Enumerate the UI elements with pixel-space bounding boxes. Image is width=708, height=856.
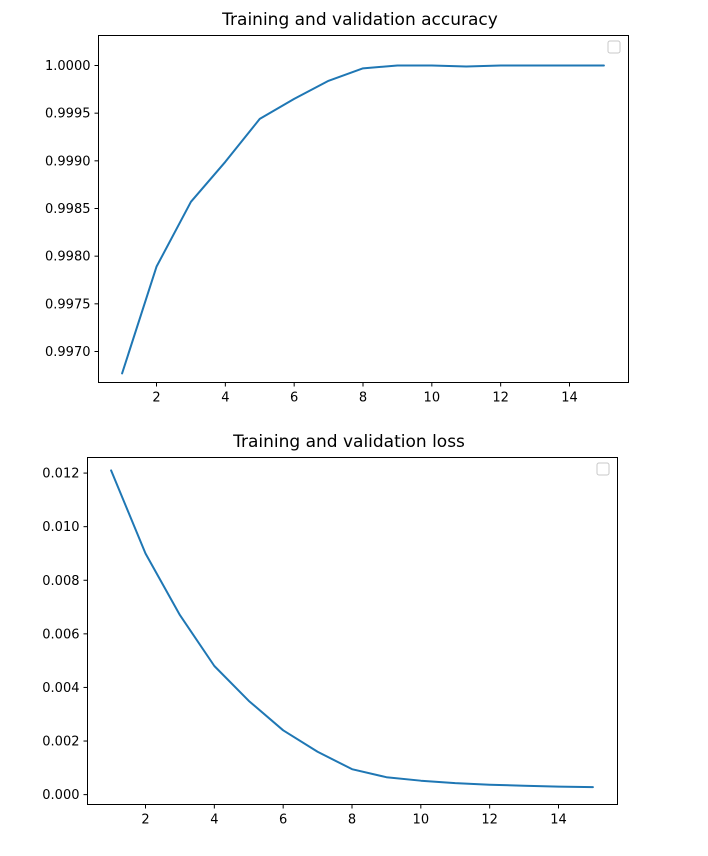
loss-y-tick-label: 0.006 (42, 627, 79, 642)
accuracy-x-tick-label: 6 (290, 391, 298, 406)
accuracy-y-tick-label: 0.9975 (45, 297, 91, 312)
accuracy-y-tick-label: 0.9970 (45, 345, 91, 360)
accuracy-y-tick-label: 0.9980 (45, 250, 91, 265)
accuracy-x-tick-label: 12 (492, 391, 509, 406)
loss-legend-box (596, 462, 610, 476)
accuracy-chart-title: Training and validation accuracy (221, 10, 498, 30)
loss-y-tick-label: 0.004 (42, 681, 79, 696)
loss-y-tick-label: 0.010 (42, 520, 79, 535)
accuracy-chart: Training and validation accuracy 2 4 6 8 10 1… (45, 10, 629, 406)
loss-x-tick-label: 2 (141, 813, 149, 828)
loss-y-tick-label: 0.000 (42, 788, 79, 803)
loss-x-tick-label: 10 (413, 813, 430, 828)
accuracy-x-tick-label: 2 (152, 391, 160, 406)
accuracy-y-tick-label: 1.0000 (45, 59, 91, 74)
accuracy-legend-box (607, 40, 621, 54)
loss-x-tick-label: 12 (481, 813, 498, 828)
loss-y-tick-label: 0.008 (42, 574, 79, 589)
accuracy-x-tick-label: 4 (221, 391, 229, 406)
loss-x-tick-label: 4 (210, 813, 218, 828)
loss-y-tick-label: 0.012 (42, 467, 79, 482)
accuracy-y-tick-label: 0.9990 (45, 154, 91, 169)
loss-x-tick-label: 14 (550, 813, 567, 828)
loss-x-tick-label: 6 (279, 813, 287, 828)
accuracy-x-tick-label: 10 (424, 391, 441, 406)
accuracy-x-tick-label: 14 (561, 391, 578, 406)
loss-chart-title: Training and validation loss (232, 432, 465, 452)
loss-chart: Training and validation loss 2 4 6 8 10 12 14 0… (42, 432, 618, 828)
accuracy-axes-frame (98, 35, 629, 383)
accuracy-y-tick-label: 0.9985 (45, 202, 91, 217)
loss-x-tick-label: 8 (348, 813, 356, 828)
loss-series-line (110, 469, 594, 789)
accuracy-x-tick-label: 8 (359, 391, 367, 406)
loss-axes-frame (87, 457, 618, 805)
accuracy-series-line (121, 64, 605, 375)
accuracy-y-tick-label: 0.9995 (45, 107, 91, 122)
loss-y-tick-label: 0.002 (42, 735, 79, 750)
